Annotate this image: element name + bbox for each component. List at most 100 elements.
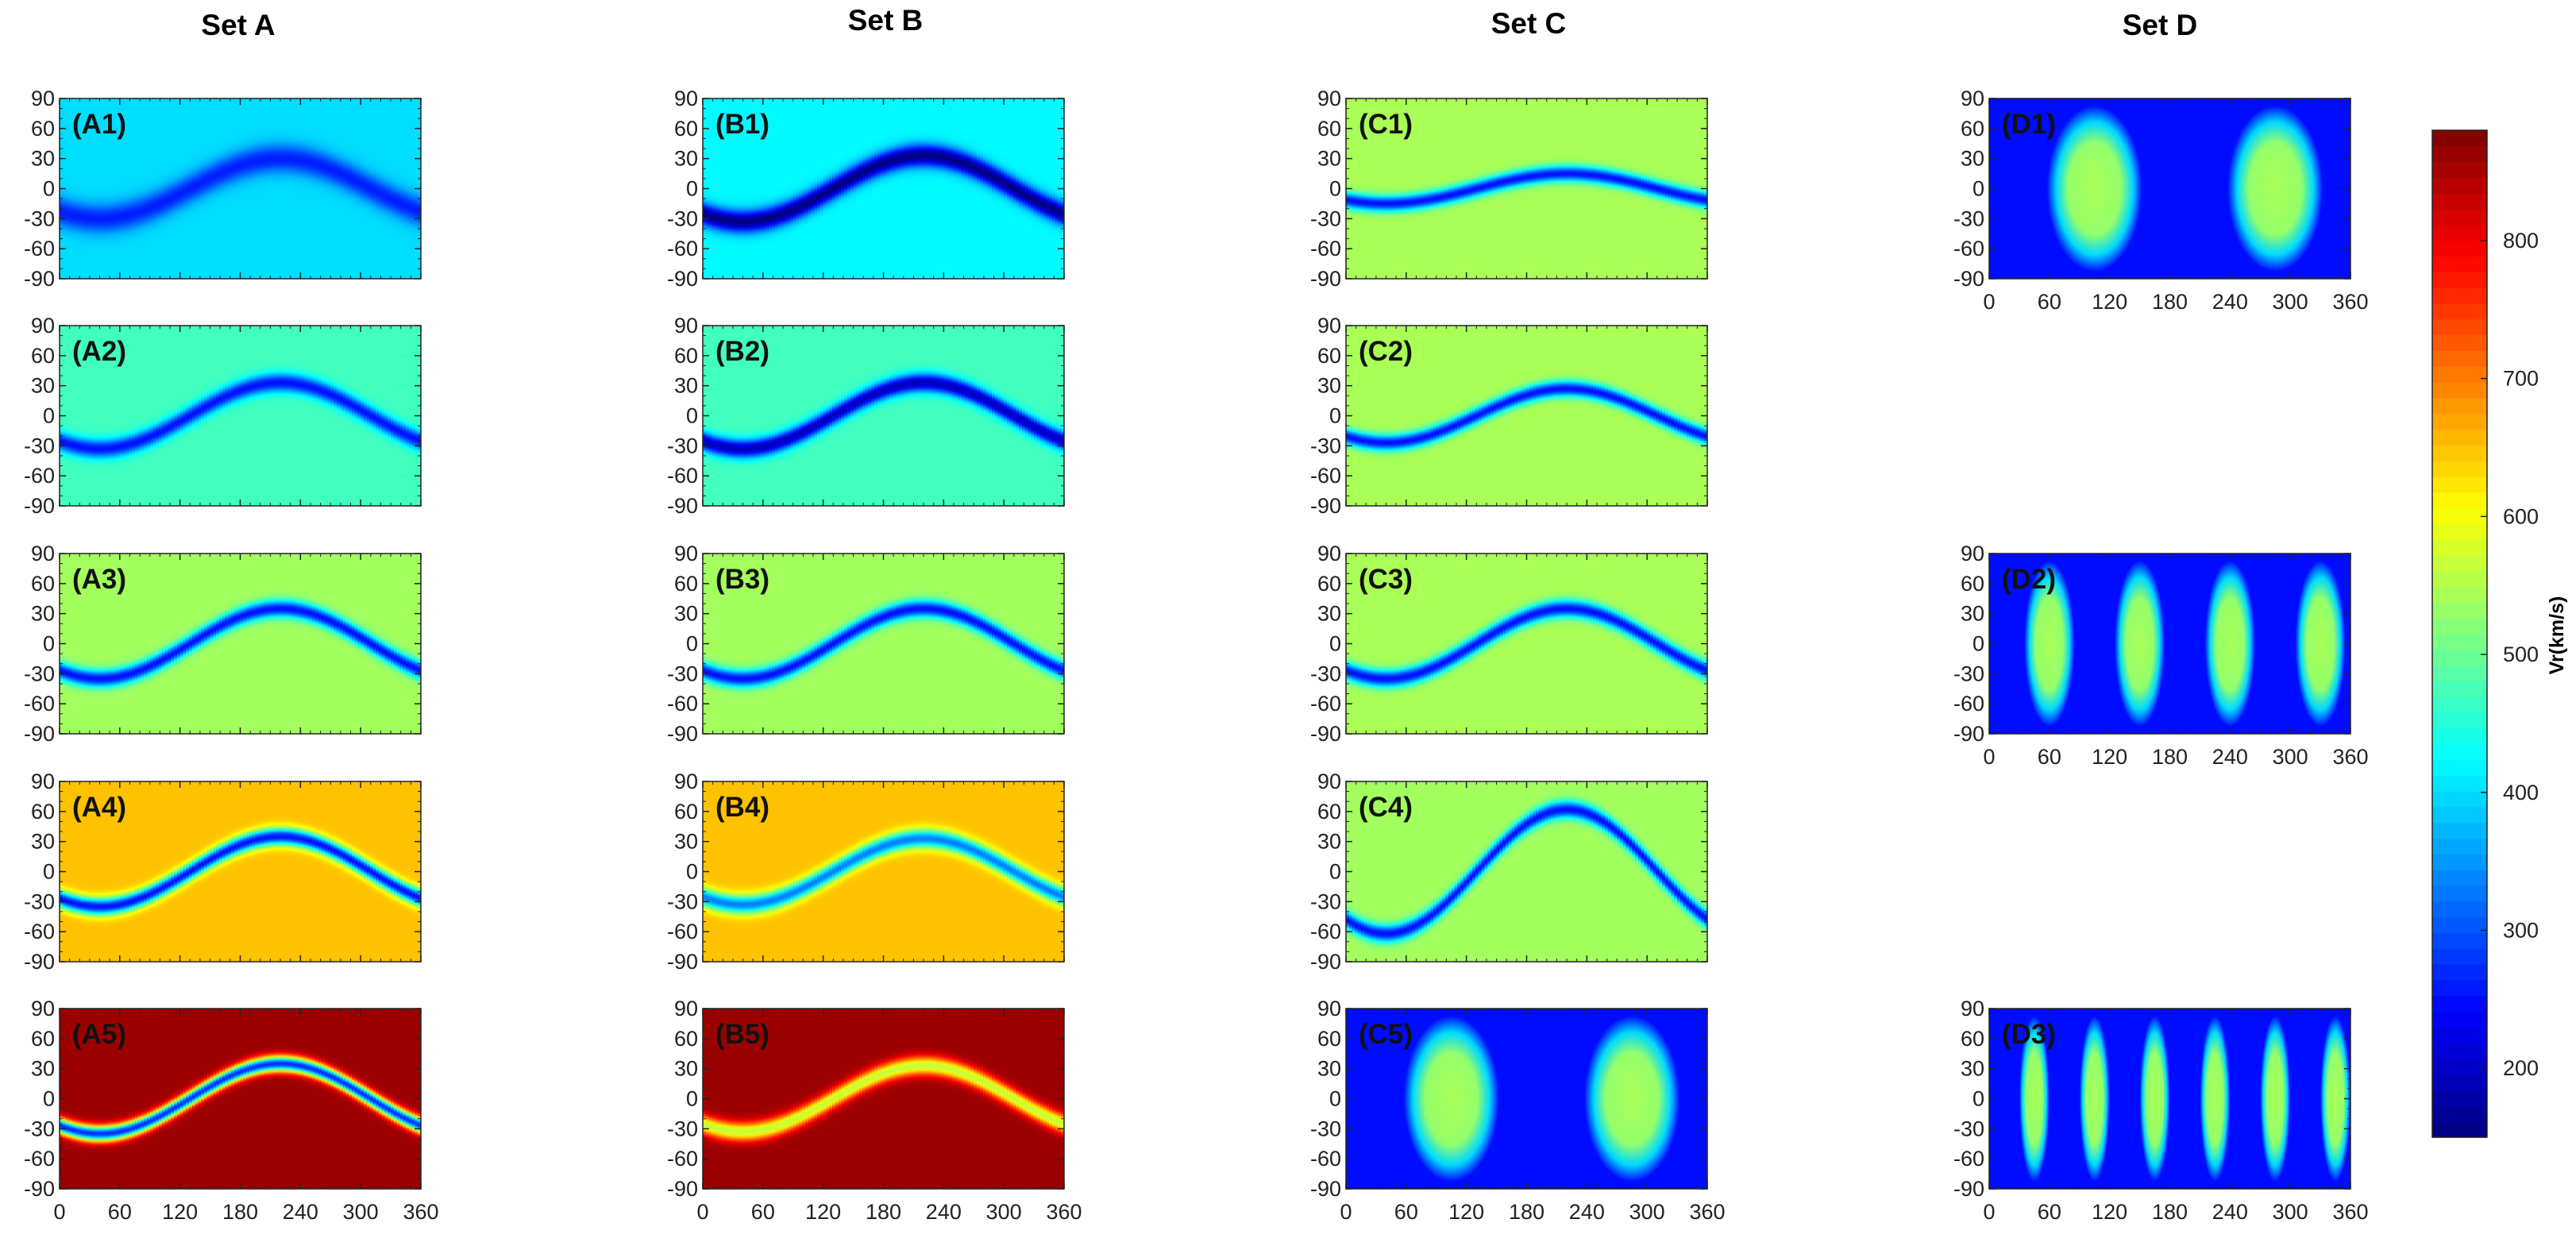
current-sheet-segment (826, 604, 831, 689)
colorbar-segment (2432, 665, 2487, 682)
current-sheet-segment (1496, 806, 1501, 891)
current-sheet-segment (411, 138, 416, 279)
y-tick-label: 90 (31, 87, 55, 110)
current-sheet-segment (1553, 135, 1558, 213)
current-sheet-segment (1704, 627, 1707, 712)
current-sheet-segment (847, 592, 851, 677)
current-sheet-segment (282, 794, 287, 879)
current-sheet-segment (191, 599, 196, 684)
current-sheet-segment (823, 1058, 827, 1150)
current-sheet-segment (1679, 855, 1684, 939)
current-sheet-segment (787, 626, 791, 711)
current-sheet-segment (784, 160, 788, 266)
current-sheet-segment (1481, 374, 1486, 452)
current-sheet-segment (179, 375, 184, 467)
y-tick-label: 0 (1329, 404, 1341, 428)
current-sheet-segment (149, 1082, 154, 1159)
current-sheet-segment (381, 377, 386, 469)
current-sheet-segment (1647, 372, 1651, 451)
current-sheet-segment (777, 1079, 782, 1171)
y-tick-label: 60 (674, 344, 698, 368)
current-sheet-segment (206, 590, 211, 675)
current-sheet-segment (1701, 396, 1706, 474)
current-sheet-segment (134, 1088, 139, 1166)
current-sheet-segment (1370, 403, 1374, 481)
current-sheet-segment (1508, 141, 1513, 219)
current-sheet-segment (920, 337, 924, 429)
current-sheet-segment (159, 386, 163, 478)
colorbar-segment (2432, 523, 2487, 540)
current-sheet-segment (168, 1072, 172, 1150)
y-tick-label: 90 (1317, 770, 1341, 793)
current-sheet-segment (114, 402, 118, 493)
current-sheet-segment (240, 801, 245, 886)
y-tick-label: 30 (1317, 1057, 1341, 1081)
current-sheet-segment (1436, 159, 1440, 237)
current-sheet-segment (1388, 891, 1392, 962)
current-sheet-segment (838, 366, 843, 458)
current-sheet-segment (1016, 604, 1020, 689)
current-sheet-segment (916, 566, 920, 651)
current-sheet-segment (1409, 401, 1413, 480)
current-sheet-segment (315, 1032, 319, 1109)
current-sheet-segment (1403, 888, 1407, 962)
current-sheet-segment (799, 1071, 803, 1163)
current-sheet-segment (1004, 131, 1008, 237)
current-sheet-segment (1039, 151, 1044, 257)
current-sheet-segment (1583, 136, 1588, 214)
colorbar-segment (2432, 791, 2487, 808)
y-tick-label: 30 (31, 830, 55, 854)
current-sheet-segment (916, 1020, 920, 1112)
current-sheet-segment (856, 356, 860, 448)
y-tick-label: 90 (674, 542, 698, 565)
current-sheet-segment (1039, 841, 1044, 933)
current-sheet-segment (309, 98, 314, 233)
current-sheet-segment (1607, 783, 1612, 868)
current-sheet-segment (391, 1073, 395, 1151)
y-tick-label: 0 (1329, 632, 1341, 656)
current-sheet-segment (1689, 620, 1693, 705)
y-tick-label: 60 (1317, 800, 1341, 824)
current-sheet-segment (231, 805, 235, 890)
current-sheet-segment (928, 566, 932, 651)
current-sheet-segment (1517, 787, 1521, 872)
current-sheet-segment (1535, 353, 1540, 431)
x-tick-label: 60 (2038, 745, 2061, 769)
current-sheet-segment (937, 794, 942, 885)
current-sheet-segment (1031, 380, 1035, 473)
current-sheet-segment (934, 793, 939, 885)
current-sheet-segment (1508, 362, 1513, 440)
current-sheet-segment (754, 858, 758, 950)
current-sheet-segment (802, 386, 806, 478)
current-sheet-segment (198, 824, 202, 909)
current-sheet-segment (925, 337, 930, 429)
current-sheet-segment (772, 631, 776, 716)
current-sheet-segment (943, 569, 947, 654)
current-sheet-segment (886, 799, 890, 890)
colorbar-segment (2432, 948, 2487, 965)
current-sheet-segment (366, 600, 371, 685)
y-tick-label: 90 (31, 314, 55, 338)
y-tick-label: 0 (1329, 177, 1341, 201)
current-sheet-segment (1679, 156, 1684, 233)
current-sheet-segment (243, 343, 247, 434)
current-sheet-segment (985, 811, 990, 903)
current-sheet-segment (164, 843, 169, 928)
x-tick-label: 240 (2212, 290, 2248, 314)
current-sheet-segment (276, 794, 280, 879)
current-sheet-segment (351, 360, 356, 452)
y-tick-label: 0 (1972, 632, 1984, 656)
current-sheet-segment (204, 1051, 208, 1128)
current-sheet-segment (1460, 153, 1464, 231)
current-sheet-segment (388, 612, 391, 697)
y-tick-label: 60 (674, 117, 698, 141)
current-sheet-segment (880, 345, 885, 437)
current-sheet-segment (920, 1020, 924, 1112)
current-sheet-segment (415, 393, 419, 485)
current-sheet-segment (349, 817, 353, 902)
current-sheet-segment (98, 1095, 102, 1173)
current-sheet-segment (964, 111, 969, 218)
current-sheet-segment (943, 339, 947, 431)
current-sheet-segment (327, 806, 332, 891)
current-sheet-segment (1641, 813, 1645, 898)
